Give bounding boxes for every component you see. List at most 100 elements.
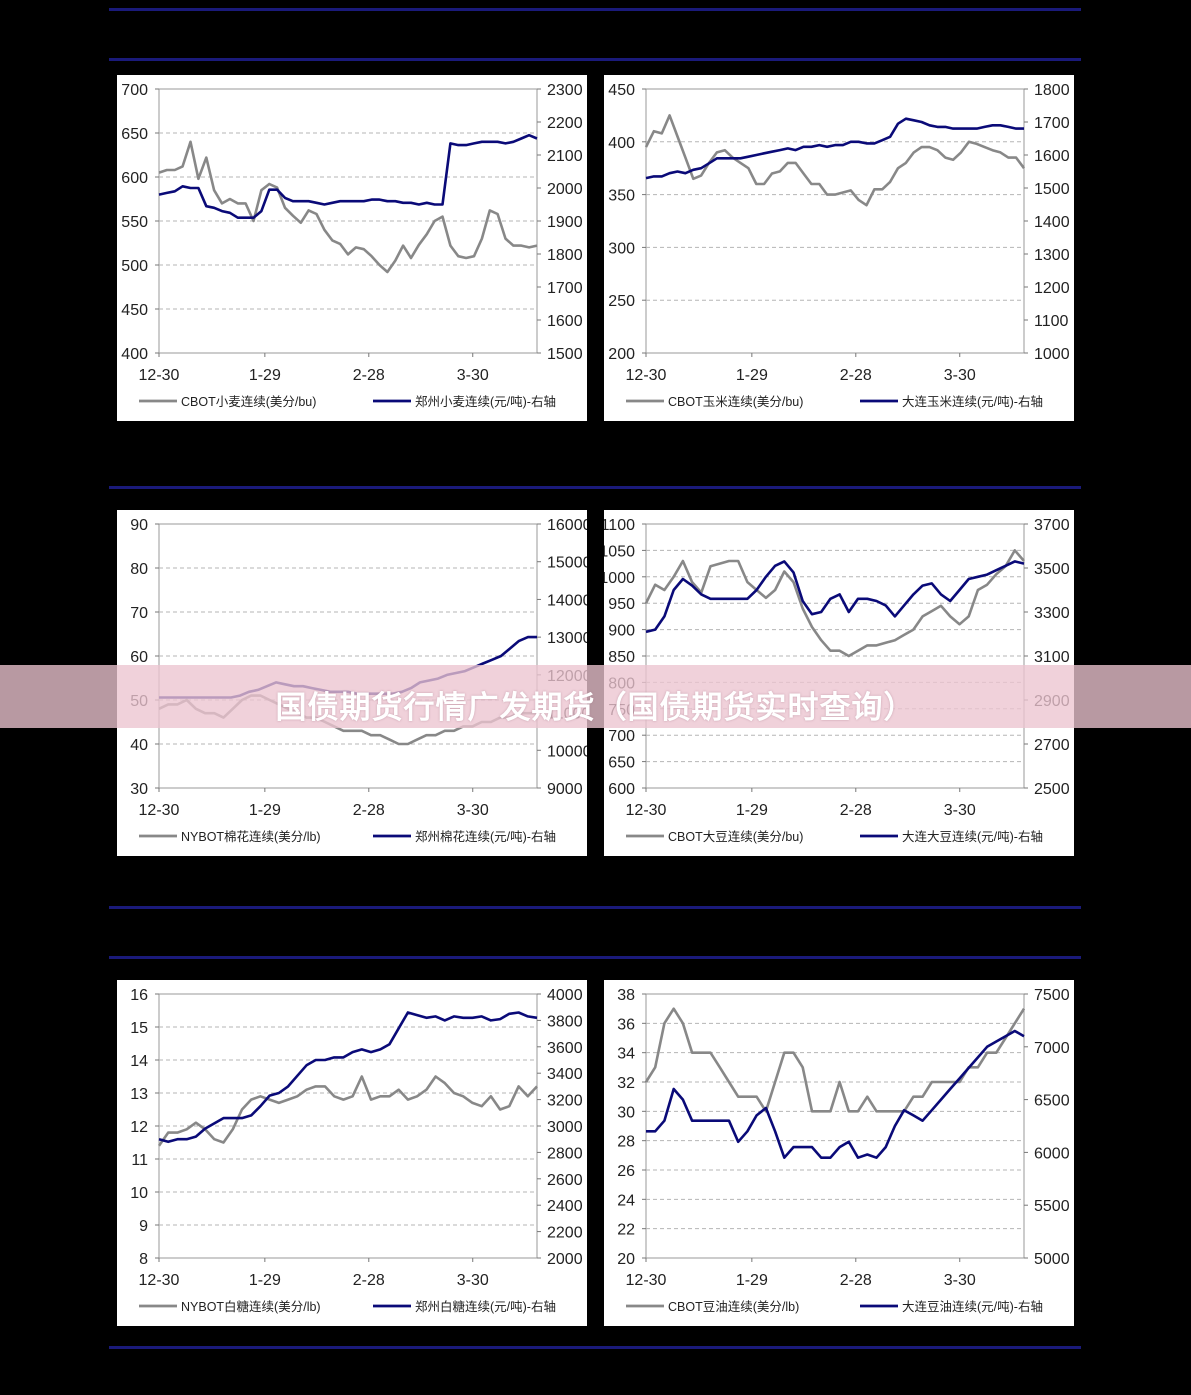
chart-svg: 38 36 34 32 30 28 26 24 22 20 7500 7000 6500 6000 5500… (617, 987, 1070, 1314)
x-tick-label: 3-30 (944, 1272, 976, 1289)
right-tick-label: 13000 (547, 630, 587, 647)
left-tick-label: 38 (617, 987, 635, 1004)
x-tick-label: 12-30 (626, 1272, 667, 1289)
divider-rule-2 (109, 486, 1081, 489)
left-tick-label: 300 (608, 240, 635, 257)
right-tick-label: 1800 (1034, 82, 1070, 99)
left-tick-label: 24 (617, 1192, 635, 1209)
right-tick-label: 3300 (1034, 605, 1070, 622)
x-tick-label: 12-30 (139, 367, 180, 384)
right-tick-label: 10000 (547, 743, 587, 760)
legend-label: 郑州小麦连续(元/吨)-右轴 (415, 394, 556, 409)
legend-label: CBOT豆油连续(美分/lb) (668, 1299, 799, 1314)
x-tick-label: 2-28 (353, 1272, 385, 1289)
right-tick-label: 2100 (547, 148, 583, 165)
x-tick-label: 3-30 (944, 802, 976, 819)
left-tick-label: 600 (608, 781, 635, 798)
right-tick-label: 2700 (1034, 737, 1070, 754)
right-tick-label: 3100 (1034, 649, 1070, 666)
right-tick-label: 3700 (1034, 517, 1070, 534)
plot-frame (645, 993, 1025, 1259)
right-tick-label: 3400 (547, 1066, 583, 1083)
right-tick-label: 2600 (547, 1172, 583, 1189)
left-tick-label: 400 (608, 135, 635, 152)
chart-svg: 450 400 350 300 250 200 1800 1700 1600 1500 1400 13… (608, 82, 1070, 409)
legend-label: NYBOT棉花连续(美分/lb) (181, 829, 321, 844)
right-tick-label: 1600 (1034, 148, 1070, 165)
right-tick-label: 7000 (1034, 1040, 1070, 1057)
legend-label: 大连豆油连续(元/吨)-右轴 (902, 1299, 1043, 1314)
right-tick-label: 2800 (547, 1145, 583, 1162)
x-tick-label: 12-30 (626, 802, 667, 819)
left-tick-label: 15 (130, 1020, 148, 1037)
right-tick-label: 1900 (547, 214, 583, 231)
left-tick-label: 32 (617, 1075, 635, 1092)
banner-title: 国债期货行情广发期货（国债期货实时查询） (275, 690, 916, 726)
left-tick-label: 26 (617, 1163, 635, 1180)
left-tick-label: 12 (130, 1119, 148, 1136)
chart-panel-corn: 450 400 350 300 250 200 1800 1700 1600 1500 1400 13… (604, 75, 1074, 421)
left-tick-label: 22 (617, 1222, 635, 1239)
left-tick-label: 700 (608, 728, 635, 745)
x-tick-label: 2-28 (840, 1272, 872, 1289)
left-tick-label: 20 (617, 1251, 635, 1268)
right-tick-label: 2200 (547, 115, 583, 132)
right-tick-label: 3800 (547, 1013, 583, 1030)
legend-label: 郑州棉花连续(元/吨)-右轴 (415, 829, 556, 844)
legend-label: NYBOT白糖连续(美分/lb) (181, 1299, 321, 1314)
left-tick-label: 60 (130, 649, 148, 666)
left-tick-label: 550 (121, 214, 148, 231)
x-tick-label: 12-30 (139, 1272, 180, 1289)
left-series-line (157, 1075, 538, 1147)
left-tick-label: 8 (139, 1251, 148, 1268)
left-tick-label: 1000 (604, 570, 635, 587)
right-tick-label: 1800 (547, 247, 583, 264)
left-tick-label: 200 (608, 346, 635, 363)
top-rule (109, 8, 1081, 11)
left-tick-label: 450 (121, 302, 148, 319)
left-tick-label: 950 (608, 596, 635, 613)
x-tick-label: 3-30 (457, 1272, 489, 1289)
legend-label: CBOT大豆连续(美分/bu) (668, 829, 803, 844)
right-tick-label: 6000 (1034, 1145, 1070, 1162)
right-tick-label: 1100 (1034, 313, 1069, 330)
right-tick-label: 1400 (1034, 214, 1070, 231)
left-tick-label: 450 (608, 82, 635, 99)
chart-svg: 16 15 14 13 12 11 10 9 8 4000 3800 3600 3400 3200 3000… (130, 987, 583, 1314)
left-series-line (644, 549, 1025, 658)
left-tick-label: 70 (130, 605, 148, 622)
right-tick-label: 3000 (547, 1119, 583, 1136)
legend-label: CBOT玉米连续(美分/bu) (668, 394, 803, 409)
left-tick-label: 500 (121, 258, 148, 275)
right-tick-label: 1700 (1034, 115, 1070, 132)
left-tick-label: 13 (130, 1086, 148, 1103)
right-series-line (645, 117, 1024, 180)
x-tick-label: 2-28 (840, 367, 872, 384)
right-tick-label: 2000 (547, 181, 583, 198)
left-tick-label: 10 (130, 1185, 148, 1202)
x-tick-label: 2-28 (353, 367, 385, 384)
title-banner (0, 665, 1191, 728)
right-tick-label: 1500 (547, 346, 583, 363)
x-tick-label: 3-30 (457, 802, 489, 819)
chart-panel-wheat: 700 650 600 550 500 450 400 2300 2200 2100 2000 190… (117, 75, 587, 421)
chart-panel-soyoil: 38 36 34 32 30 28 26 24 22 20 7500 7000 6500 6000 5500… (604, 980, 1074, 1326)
right-series-line (646, 1029, 1025, 1159)
right-tick-label: 9000 (547, 781, 583, 798)
left-tick-label: 900 (608, 623, 635, 640)
left-tick-label: 30 (617, 1104, 635, 1121)
x-tick-label: 2-28 (840, 802, 872, 819)
divider-rule-1 (109, 58, 1081, 61)
right-tick-label: 7500 (1034, 987, 1070, 1004)
right-tick-label: 2500 (1034, 781, 1070, 798)
x-tick-label: 1-29 (736, 367, 768, 384)
left-tick-label: 30 (130, 781, 148, 798)
legend-label: 大连大豆连续(元/吨)-右轴 (902, 829, 1043, 844)
x-tick-label: 3-30 (457, 367, 489, 384)
left-tick-label: 40 (130, 737, 148, 754)
left-tick-label: 350 (608, 188, 635, 205)
chart-panel-sugar: 16 15 14 13 12 11 10 9 8 4000 3800 3600 3400 3200 3000… (117, 980, 587, 1326)
left-tick-label: 90 (130, 517, 148, 534)
right-tick-label: 2000 (547, 1251, 583, 1268)
divider-rule-4 (109, 956, 1081, 959)
